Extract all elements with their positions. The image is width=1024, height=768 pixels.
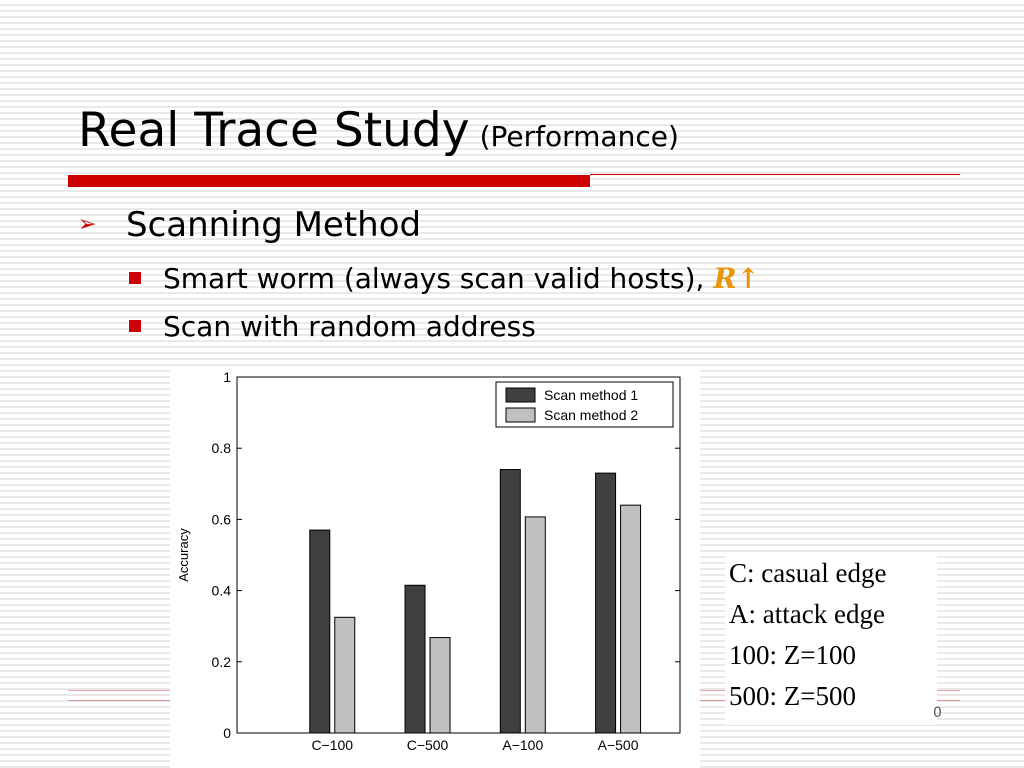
bar-series-2-2 [524,516,546,734]
sub-bullet-random-address-text: Scan with random address [163,310,536,343]
chart-legend: Scan method 1 Scan method 2 [495,381,674,428]
title-underline-thick [68,175,590,187]
slide-title: Real Trace Study (Performance) [78,103,679,158]
bar-series-2-0 [334,616,356,734]
y-tick-label: 0.4 [212,583,232,599]
legend-swatch-series-2 [505,407,536,423]
up-arrow-icon: ↑ [736,262,761,295]
square-bullet-icon [129,320,141,332]
x-tick-label: C−500 [407,737,449,753]
y-tick-label: 0.8 [212,440,232,456]
legend-note-attack-edge: A: attack edge [729,599,885,629]
x-tick-label: C−100 [311,737,353,753]
legend-note-casual-edge: C: casual edge [729,558,887,588]
bar-series-1-2 [499,469,521,734]
page-number: 0 [933,705,942,721]
abbreviation-legend: C: casual edge A: attack edge 100: Z=100… [725,553,937,725]
bullet-scanning-method: ➢ Scanning Method [78,205,421,245]
legend-note-z500: 500: Z=500 [729,681,856,711]
square-bullet-icon [129,272,141,284]
arrow-bullet-icon: ➢ [78,212,97,237]
y-tick-label: 0 [223,725,231,741]
legend-note-z100: 100: Z=100 [729,640,856,670]
slide-title-main: Real Trace Study [78,103,470,158]
x-tick-label: A−100 [502,737,543,753]
title-underline-thin [590,174,960,175]
y-axis-label: Accuracy [176,528,191,582]
bar-series-1-1 [404,584,426,734]
bar-series-1-0 [309,529,331,734]
y-tick-label: 1 [223,369,231,385]
bar-series-2-1 [429,637,451,734]
legend-label-series-2: Scan method 2 [544,407,638,423]
legend-swatch-series-1 [505,387,536,403]
bar-series-2-3 [620,504,642,734]
plot-frame [236,376,681,734]
sub-bullet-smart-worm: Smart worm (always scan valid hosts), R↑ [129,262,760,295]
chart-svg: C−100 C−500 A−100 A−500 0 0.2 0.4 0.6 0.8 1 Accur… [176,369,681,753]
y-tick-label: 0.6 [212,511,232,527]
sub-bullet-random-address: Scan with random address [129,310,536,343]
chart-bars [309,469,642,734]
r-emphasis: R [713,262,737,295]
bullet-scanning-method-text: Scanning Method [126,205,422,245]
legend-label-series-1: Scan method 1 [544,387,638,403]
bar-series-1-3 [595,472,617,734]
accuracy-bar-chart: C−100 C−500 A−100 A−500 0 0.2 0.4 0.6 0.8 1 Accur… [170,366,700,768]
sub-bullet-smart-worm-text: Smart worm (always scan valid hosts), [163,262,714,295]
slide-title-subtitle: (Performance) [479,120,679,153]
x-tick-label: A−500 [598,737,639,753]
chart-axes: C−100 C−500 A−100 A−500 0 0.2 0.4 0.6 0.8 1 [212,369,680,753]
y-tick-label: 0.2 [212,654,232,670]
